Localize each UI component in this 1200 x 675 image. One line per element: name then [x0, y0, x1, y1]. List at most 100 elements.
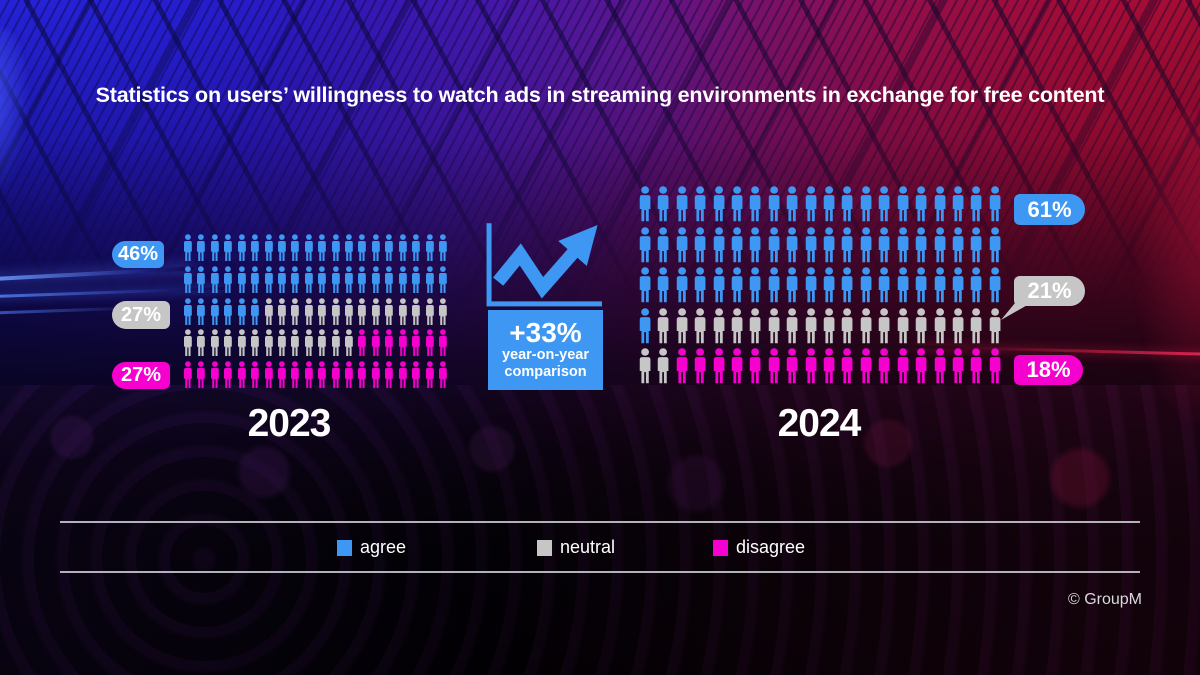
comparison-text-line1: year-on-year	[501, 347, 590, 364]
person-icon	[318, 234, 327, 262]
person-icon	[676, 186, 688, 222]
pictograph-row	[182, 361, 449, 393]
person-icon	[183, 329, 192, 357]
pictograph-row	[637, 348, 1003, 389]
person-icon	[398, 361, 407, 389]
person-icon	[224, 266, 233, 293]
person-icon	[291, 329, 300, 357]
person-icon	[971, 226, 982, 262]
person-icon	[412, 234, 420, 262]
person-icon	[860, 267, 872, 303]
person-icon	[345, 234, 353, 262]
person-icon	[224, 297, 233, 325]
person-icon	[823, 308, 835, 343]
person-icon	[639, 226, 651, 262]
person-icon	[264, 266, 273, 293]
legend-swatch-disagree	[713, 539, 728, 556]
person-icon	[658, 186, 669, 222]
person-icon	[750, 348, 761, 384]
person-icon	[915, 226, 927, 262]
person-icon	[915, 186, 927, 222]
person-icon	[331, 234, 340, 262]
person-icon	[915, 308, 927, 343]
legend-item-neutral: neutral	[537, 537, 615, 558]
person-icon	[264, 234, 273, 262]
growth-arrow-icon	[486, 223, 602, 307]
person-icon	[676, 226, 688, 262]
person-icon	[385, 297, 394, 325]
person-icon	[264, 361, 273, 389]
person-icon	[398, 297, 407, 325]
legend-item-agree: agree	[337, 537, 406, 558]
person-icon	[731, 226, 743, 262]
pictograph-row	[637, 226, 1003, 268]
person-icon	[197, 234, 206, 262]
person-icon	[277, 234, 286, 262]
year-label-2023: 2023	[247, 402, 332, 445]
person-icon	[318, 266, 327, 293]
year-label-2024: 2024	[777, 402, 862, 445]
legend-item-disagree: disagree	[713, 537, 805, 558]
person-icon	[731, 308, 743, 343]
person-icon	[264, 297, 273, 325]
legend-divider-top	[60, 521, 1140, 523]
person-icon	[750, 186, 761, 222]
person-icon	[371, 234, 380, 262]
person-icon	[639, 186, 651, 222]
person-icon	[823, 186, 835, 222]
value-badge-2024-disagree: 18%	[1014, 355, 1083, 385]
crowd-silhouettes	[0, 385, 1200, 675]
person-icon	[304, 266, 313, 293]
person-icon	[277, 297, 286, 325]
person-icon	[860, 348, 872, 384]
person-icon	[934, 308, 945, 343]
person-icon	[713, 226, 725, 262]
person-icon	[412, 266, 420, 293]
person-icon	[768, 308, 780, 343]
person-icon	[805, 226, 817, 262]
person-icon	[398, 266, 407, 293]
person-icon	[934, 186, 945, 222]
person-icon	[879, 226, 890, 262]
person-icon	[318, 297, 327, 325]
person-icon	[658, 226, 669, 262]
person-icon	[860, 226, 872, 262]
person-icon	[952, 308, 964, 343]
person-icon	[439, 234, 447, 262]
person-icon	[251, 234, 259, 262]
person-icon	[713, 267, 725, 303]
person-icon	[251, 361, 259, 389]
legend-label-agree: agree	[360, 537, 407, 557]
value-badge-2024-neutral: 21%	[1001, 276, 1085, 320]
pictograph-row	[637, 267, 1003, 308]
person-icon	[345, 329, 353, 357]
person-icon	[915, 348, 927, 384]
person-icon	[385, 234, 394, 262]
person-icon	[879, 348, 890, 384]
person-icon	[989, 186, 1001, 222]
person-icon	[237, 266, 246, 293]
person-icon	[823, 267, 835, 303]
person-icon	[183, 361, 192, 389]
person-icon	[897, 267, 909, 303]
comparison-value: +33%	[509, 316, 582, 348]
person-icon	[385, 329, 394, 357]
person-icon	[971, 267, 982, 303]
person-icon	[805, 267, 817, 303]
person-icon	[331, 266, 340, 293]
badge-value: 46%	[117, 243, 159, 265]
value-badge-2023-neutral: 27%	[112, 301, 170, 329]
person-icon	[358, 361, 367, 389]
person-icon	[291, 297, 300, 325]
person-icon	[425, 329, 434, 357]
person-icon	[358, 329, 367, 357]
person-icon	[731, 348, 743, 384]
person-icon	[768, 267, 780, 303]
person-icon	[897, 186, 909, 222]
person-icon	[398, 329, 407, 357]
person-icon	[786, 348, 798, 384]
badge-value: 27%	[120, 303, 162, 326]
pictograph-row	[182, 329, 449, 361]
person-icon	[224, 329, 233, 357]
